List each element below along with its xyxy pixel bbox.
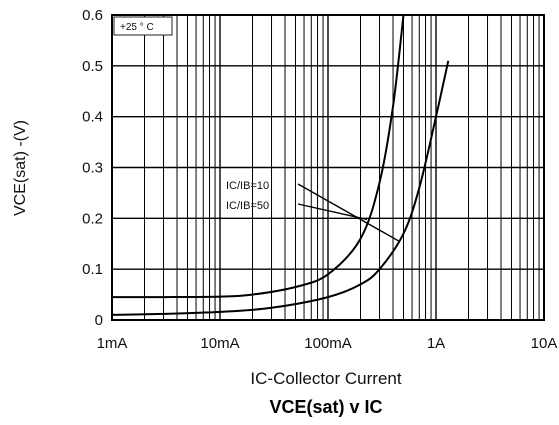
x-axis-label: IC-Collector Current [250,369,401,388]
y-tick-label: 0.5 [82,58,103,75]
x-tick-labels: 1mA 10mA 100mA 1A 10A [97,335,558,352]
x-tick-label: 100mA [304,335,352,352]
y-tick-label: 0.4 [82,109,103,126]
callout-line-ic-ib-10 [297,183,399,242]
series-line [111,14,405,299]
callout-line-ic-ib-50 [297,203,368,221]
series-line [111,60,450,316]
annotation-ic-ib-10: IC/IB=10 [226,180,269,192]
x-tick-label: 10A [531,335,558,352]
y-tick-label: 0.6 [82,7,103,24]
callout-lines [297,183,399,242]
plot-grid [111,15,544,320]
x-tick-label: 10mA [200,335,239,352]
condition-box [113,16,173,36]
y-tick-label: 0.3 [82,160,103,177]
curves [111,14,450,316]
y-tick-label: 0.2 [82,210,103,227]
annotation-ic-ib-50: IC/IB=50 [226,200,269,212]
y-tick-label: 0 [95,312,103,329]
plot-frame [111,14,545,321]
x-tick-label: 1mA [97,335,128,352]
x-tick-label: 1A [427,335,445,352]
chart-title: VCE(sat) v IC [269,397,382,417]
y-tick-label: 0.1 [82,261,103,278]
y-tick-labels: 0 0.1 0.2 0.3 0.4 0.5 0.6 [82,7,103,329]
condition-label: +25 ° C [120,22,154,33]
y-axis-label: VCE(sat) -(V) [12,120,29,216]
